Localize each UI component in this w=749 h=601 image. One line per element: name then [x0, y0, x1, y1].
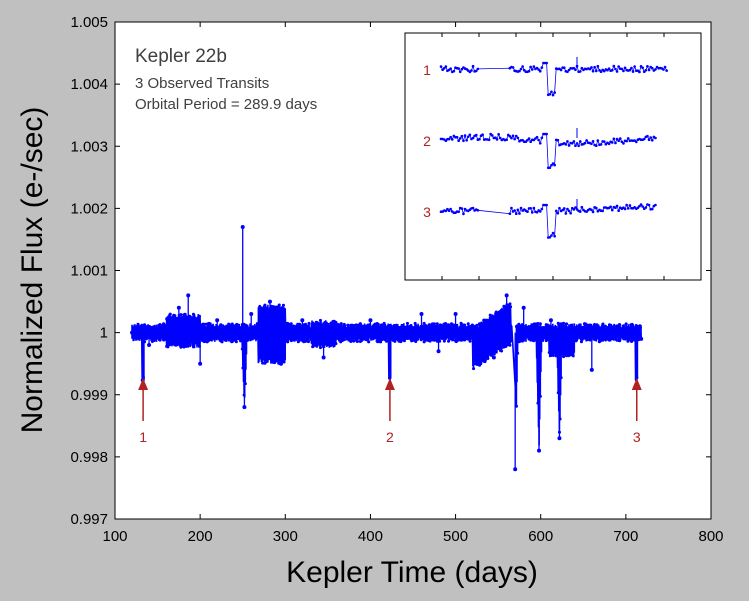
y-tick-label: 0.997: [70, 511, 108, 528]
x-tick-label: 700: [613, 528, 638, 545]
flux-point-marker-7: [232, 324, 237, 329]
flux-series: [130, 225, 644, 472]
transit-arrow-3: 3: [631, 378, 642, 445]
inset-row-label-2: 2: [423, 133, 431, 149]
flux-point-marker-6: [215, 318, 220, 323]
flux-point-marker-22: [491, 355, 496, 360]
transit-label: 2: [386, 429, 394, 445]
flux-point-marker-0: [130, 330, 135, 335]
annotation-period: Orbital Period = 289.9 days: [135, 96, 317, 113]
flux-point-marker-29: [572, 330, 577, 335]
transit-arrow-head: [631, 378, 642, 390]
flux-point-marker-19: [436, 349, 441, 354]
x-tick-label: 400: [358, 528, 383, 545]
flux-point-marker-28: [557, 436, 562, 441]
flux-point-marker-15: [338, 324, 343, 329]
y-tick-label: 1: [100, 325, 108, 342]
flux-point-marker-13: [300, 318, 305, 323]
annotation-transits: 3 Observed Transits: [135, 75, 269, 92]
y-tick-label: 1.005: [70, 14, 108, 31]
flux-line: [131, 303, 642, 446]
flux-point-marker-21: [479, 324, 484, 329]
inset-transit-markers-3: [439, 203, 657, 239]
flux-point-marker-3: [176, 305, 181, 310]
y-tick-label: 1.001: [70, 263, 108, 280]
axis-ticks: 100 200 300 400 500 600 700 800 0.997 0.998 0.999 1…: [70, 14, 723, 545]
transit-arrow-head: [384, 378, 395, 390]
x-tick-label: 300: [273, 528, 298, 545]
flux-point-marker-14: [321, 355, 326, 360]
y-tick-label: 1.003: [70, 138, 108, 155]
flux-point-marker-5: [198, 361, 203, 366]
x-tick-label: 800: [698, 528, 723, 545]
flux-point-marker-31: [615, 324, 620, 329]
flux-point-marker-24: [513, 467, 518, 472]
flux-point-marker-9: [242, 405, 247, 410]
flux-point-marker-4: [186, 293, 191, 298]
inset-row-label-3: 3: [423, 204, 431, 220]
inset-series: 1 2 3: [423, 33, 668, 280]
y-axis-label: Normalized Flux (e-/sec): [16, 107, 49, 434]
x-axis-label: Kepler Time (days): [286, 556, 538, 589]
y-tick-label: 1.004: [70, 76, 108, 93]
transit-arrow-2: 2: [384, 378, 395, 445]
flux-point-marker-23: [504, 293, 509, 298]
inset-frame: [404, 32, 702, 281]
flux-point-marker-10: [249, 311, 254, 316]
x-tick-label: 600: [528, 528, 553, 545]
transit-markers: 1 2 3: [138, 378, 642, 445]
flux-point-marker-17: [402, 330, 407, 335]
flux-point-marker-18: [419, 311, 424, 316]
transit-label: 1: [139, 429, 147, 445]
annotation-title: Kepler 22b: [135, 46, 227, 67]
x-tick-label: 200: [188, 528, 213, 545]
flux-point-marker-30: [589, 367, 594, 372]
flux-point-marker-2: [164, 324, 169, 329]
flux-point-marker-26: [537, 448, 542, 453]
inset-row-label-1: 1: [423, 62, 431, 78]
flux-point-marker-8: [240, 225, 245, 230]
y-tick-label: 1.002: [70, 200, 108, 217]
flux-point-marker-20: [453, 311, 458, 316]
flux-point-marker-11: [267, 299, 272, 304]
y-tick-label: 0.998: [70, 449, 108, 466]
flux-point-marker-25: [521, 305, 526, 310]
flux-point-marker-16: [368, 318, 373, 323]
y-tick-label: 0.999: [70, 387, 108, 404]
transit-arrow-1: 1: [138, 378, 149, 445]
flux-markers: [132, 302, 642, 434]
inset-transit-markers-2: [439, 132, 657, 170]
flux-point-marker-32: [639, 336, 644, 341]
x-tick-label: 500: [443, 528, 468, 545]
transit-arrow-head: [138, 378, 149, 390]
transit-label: 3: [633, 429, 641, 445]
inset-transit-markers-1: [439, 61, 668, 97]
flux-point-marker-12: [279, 361, 284, 366]
inset-plot: 1 2 3: [404, 32, 702, 281]
flux-point-marker-27: [548, 318, 553, 323]
x-tick-label: 100: [102, 528, 127, 545]
flux-point-marker-1: [147, 343, 152, 348]
